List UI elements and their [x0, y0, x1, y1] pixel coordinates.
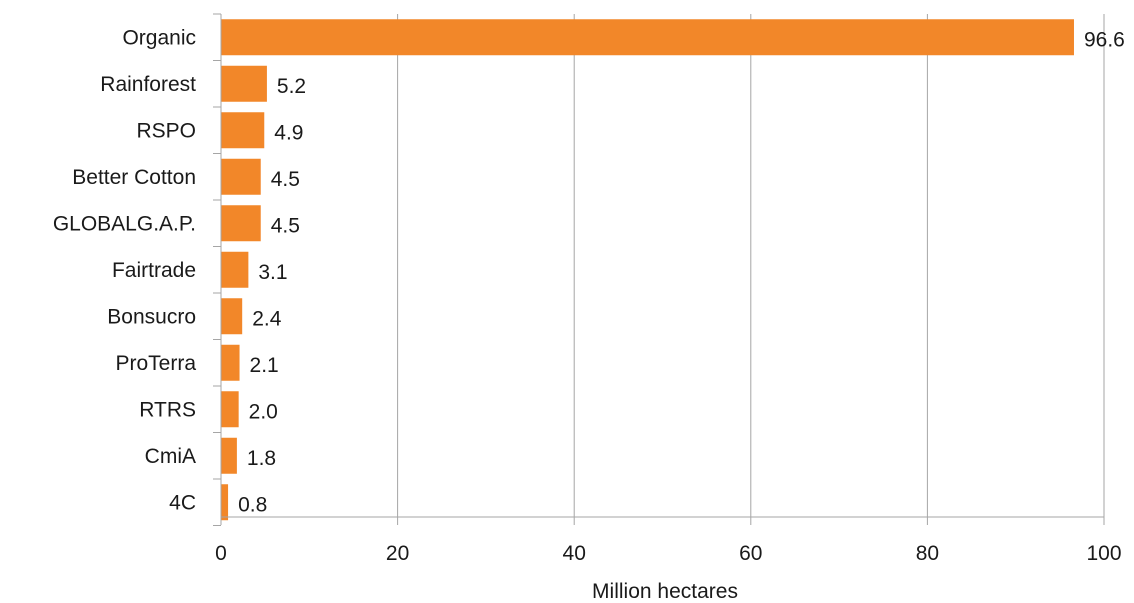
category-label-better-cotton: Better Cotton: [72, 166, 196, 189]
axes: [213, 13, 1105, 526]
x-tick-label-40: 40: [563, 542, 586, 565]
x-tick-label-20: 20: [386, 542, 409, 565]
value-label-rtrs: 2.0: [249, 400, 278, 423]
bar-fairtrade: [221, 251, 249, 288]
x-tick-label-0: 0: [215, 542, 227, 565]
bar-cmia: [221, 437, 237, 474]
category-label-globalg-a-p: GLOBALG.A.P.: [53, 212, 196, 235]
bar-organic: [221, 19, 1074, 56]
value-labels: 96.6 5.2 4.9 4.5 4.5 3.1 2.4 2.1 2.0 1.8 0.8: [238, 28, 1125, 516]
value-label-rspo: 4.9: [274, 121, 303, 144]
bar-rtrs: [221, 391, 239, 428]
value-label-proterra: 2.1: [250, 354, 279, 377]
category-labels: Organic Rainforest RSPO Better Cotton GLOBAL…: [53, 26, 197, 514]
value-label-globalg-a-p: 4.5: [271, 214, 300, 237]
bar-proterra: [221, 344, 240, 381]
x-axis-title: Million hectares: [592, 580, 738, 603]
x-tick-label-60: 60: [739, 542, 762, 565]
bars: [221, 19, 1074, 521]
category-label-fairtrade: Fairtrade: [112, 259, 196, 282]
bar-rainforest: [221, 65, 267, 102]
bar-better-cotton: [221, 158, 261, 195]
value-label-fairtrade: 3.1: [258, 261, 287, 284]
value-label-better-cotton: 4.5: [271, 168, 300, 191]
category-label-rainforest: Rainforest: [100, 73, 196, 96]
category-label-bonsucro: Bonsucro: [107, 305, 196, 328]
value-label-4c: 0.8: [238, 493, 267, 516]
category-label-organic: Organic: [122, 26, 196, 49]
gridlines: [397, 14, 1105, 517]
bar-globalg-a-p: [221, 205, 261, 242]
value-label-cmia: 1.8: [247, 447, 276, 470]
category-label-rtrs: RTRS: [139, 398, 196, 421]
value-label-bonsucro: 2.4: [252, 307, 282, 330]
category-label-proterra: ProTerra: [115, 352, 196, 375]
bar-bonsucro: [221, 298, 243, 335]
category-label-4c: 4C: [169, 491, 196, 514]
category-label-cmia: CmiA: [145, 445, 196, 468]
x-tick-labels: 0 20 40 60 80 100: [215, 542, 1121, 565]
category-label-rspo: RSPO: [136, 119, 196, 142]
value-label-rainforest: 5.2: [277, 75, 306, 98]
x-tick-label-100: 100: [1086, 542, 1121, 565]
bar-4c: [221, 484, 229, 521]
value-label-organic: 96.6: [1084, 28, 1125, 51]
x-tick-label-80: 80: [916, 542, 939, 565]
bar-rspo: [221, 112, 265, 149]
